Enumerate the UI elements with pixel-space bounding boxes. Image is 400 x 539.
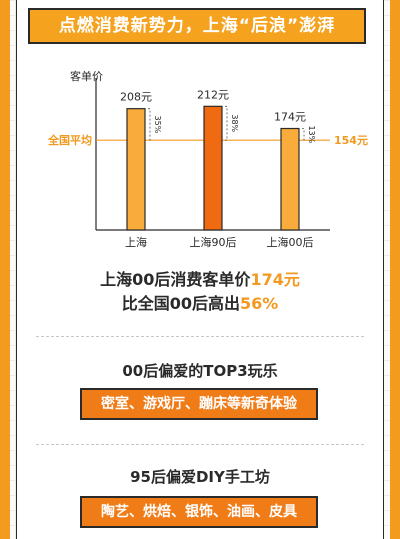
section-divider-1 [36, 336, 364, 337]
banner-title: 点燃消费新势力，上海“后浪”澎湃 [28, 8, 366, 44]
reference-label: 全国平均 [47, 133, 92, 147]
diff-label-1: 38% [230, 114, 239, 132]
bar-0 [126, 108, 146, 231]
summary-line-2-value: 56% [239, 294, 279, 313]
y-axis-label: 客单价 [70, 69, 103, 83]
bar-value-label-0: 208元 [120, 91, 152, 104]
bar-value-label-2: 174元 [274, 111, 306, 124]
x-tick-label-1: 上海90后 [190, 235, 237, 249]
diff-bracket-2 [302, 128, 305, 141]
summary-line-2: 比全国00后高出56% [0, 290, 400, 314]
content-card [16, 0, 384, 539]
summary-line-2-text: 比全国00后高出 [121, 294, 240, 313]
right-stripe [390, 0, 400, 539]
diy-section-title: 95后偏爱DIY手工坊 [130, 468, 270, 486]
diff-label-0: 35% [153, 116, 162, 134]
summary-line-1-text: 上海00后消费客单价 [100, 270, 251, 289]
section-divider-2 [36, 444, 364, 445]
summary-line-1-value: 174元 [250, 270, 300, 289]
top3-section-title: 00后偏爱的TOP3玩乐 [122, 362, 278, 380]
diff-bracket-1 [225, 105, 228, 141]
bar-1 [203, 105, 223, 231]
diy-items-pill: 陶艺、烘焙、银饰、油画、皮具 [80, 496, 318, 528]
x-tick-label-0: 上海 [125, 235, 147, 249]
x-tick-label-2: 上海00后 [267, 235, 314, 249]
bar-2 [280, 127, 300, 231]
left-stripe [0, 0, 10, 539]
top3-items-pill: 密室、游戏厅、蹦床等新奇体验 [80, 388, 318, 420]
bar-value-label-1: 212元 [197, 88, 229, 101]
diff-label-2: 13% [307, 125, 316, 143]
reference-value-label: 154元 [334, 134, 368, 147]
diff-bracket-0 [148, 108, 151, 141]
summary-line-1: 上海00后消费客单价174元 [0, 266, 400, 290]
